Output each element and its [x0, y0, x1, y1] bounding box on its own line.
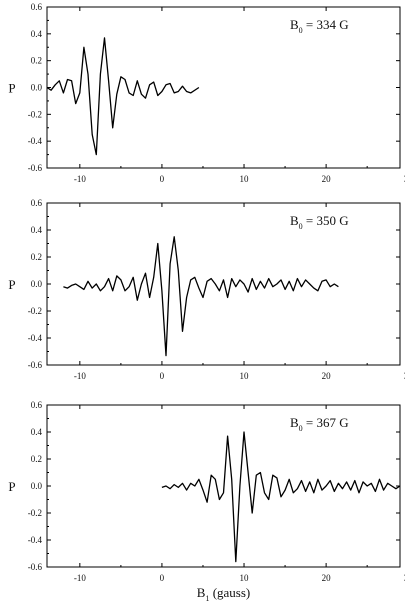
y-tick-label: -0.6 [28, 562, 43, 572]
x-axis-label-rest: (gauss) [209, 585, 250, 600]
x-tick-label: 20 [322, 573, 332, 583]
x-axis-label-sub: 1 [205, 594, 209, 603]
panel-2: 0.6 0.4 0.2 0.0 -0.2 -0.4 -0.6 -10 0 10 20 30 P [8, 198, 405, 381]
x-axis-label: B1 (gauss) [197, 585, 250, 603]
field-annotation: B0 = 367 G [290, 415, 349, 433]
y-tick-label: 0.6 [31, 2, 43, 12]
y-tick-label: 0.4 [31, 427, 43, 437]
y-tick-label: 0.2 [31, 252, 42, 262]
field-annotation-rest: = 367 G [303, 415, 349, 430]
field-annotation-rest: = 350 G [303, 213, 349, 228]
y-axis-label: P [8, 81, 15, 96]
y-tick-label: 0.0 [31, 83, 43, 93]
x-tick-label: 20 [322, 174, 332, 184]
x-tick-label: -10 [74, 174, 86, 184]
y-axis-label: P [8, 277, 15, 292]
y-tick-label: -0.4 [28, 333, 43, 343]
field-annotation-sub: 0 [299, 424, 303, 433]
x-tick-label: 30 [404, 573, 405, 583]
x-tick-label: 0 [160, 371, 165, 381]
y-tick-label: 0.0 [31, 481, 43, 491]
x-tick-label: 10 [240, 174, 250, 184]
y-tick-label: -0.6 [28, 163, 43, 173]
x-tick-label: 10 [240, 371, 250, 381]
x-axis-label-main: B [197, 585, 206, 600]
x-tick-label: -10 [74, 573, 86, 583]
y-tick-label: -0.4 [28, 136, 43, 146]
field-annotation-main: B [290, 213, 299, 228]
x-tick-label: 20 [322, 371, 332, 381]
y-tick-label: 0.2 [31, 56, 42, 66]
panel-1: 0.6 0.4 0.2 0.0 -0.2 -0.4 -0.6 -10 0 10 20 30 P [8, 2, 405, 184]
field-annotation-main: B [290, 17, 299, 32]
x-tick-label: 0 [160, 174, 165, 184]
y-tick-label: 0.6 [31, 400, 43, 410]
field-annotation-sub: 0 [299, 26, 303, 35]
field-annotation: B0 = 350 G [290, 213, 349, 231]
panel-3: 0.6 0.4 0.2 0.0 -0.2 -0.4 -0.6 -10 0 10 20 30 P [8, 400, 405, 583]
field-annotation: B0 = 334 G [290, 17, 349, 35]
y-axis-label: P [8, 479, 15, 494]
x-tick-label: -10 [74, 371, 86, 381]
x-tick-label: 30 [404, 371, 405, 381]
series-line [63, 236, 339, 357]
y-tick-label: 0.4 [31, 225, 43, 235]
y-tick-label: -0.2 [28, 508, 42, 518]
series-line [161, 431, 401, 563]
field-annotation-main: B [290, 415, 299, 430]
field-annotation-sub: 0 [299, 222, 303, 231]
series-line [46, 37, 200, 156]
x-tick-label: 10 [240, 573, 250, 583]
y-tick-label: -0.2 [28, 109, 42, 119]
y-tick-label: 0.4 [31, 29, 43, 39]
y-tick-label: -0.4 [28, 535, 43, 545]
y-tick-label: 0.2 [31, 454, 42, 464]
field-annotation-rest: = 334 G [303, 17, 349, 32]
y-tick-label: -0.2 [28, 306, 42, 316]
y-tick-label: 0.6 [31, 198, 43, 208]
y-tick-label: 0.0 [31, 279, 43, 289]
y-tick-label: -0.6 [28, 360, 43, 370]
x-tick-label: 30 [404, 174, 405, 184]
x-tick-label: 0 [160, 573, 165, 583]
